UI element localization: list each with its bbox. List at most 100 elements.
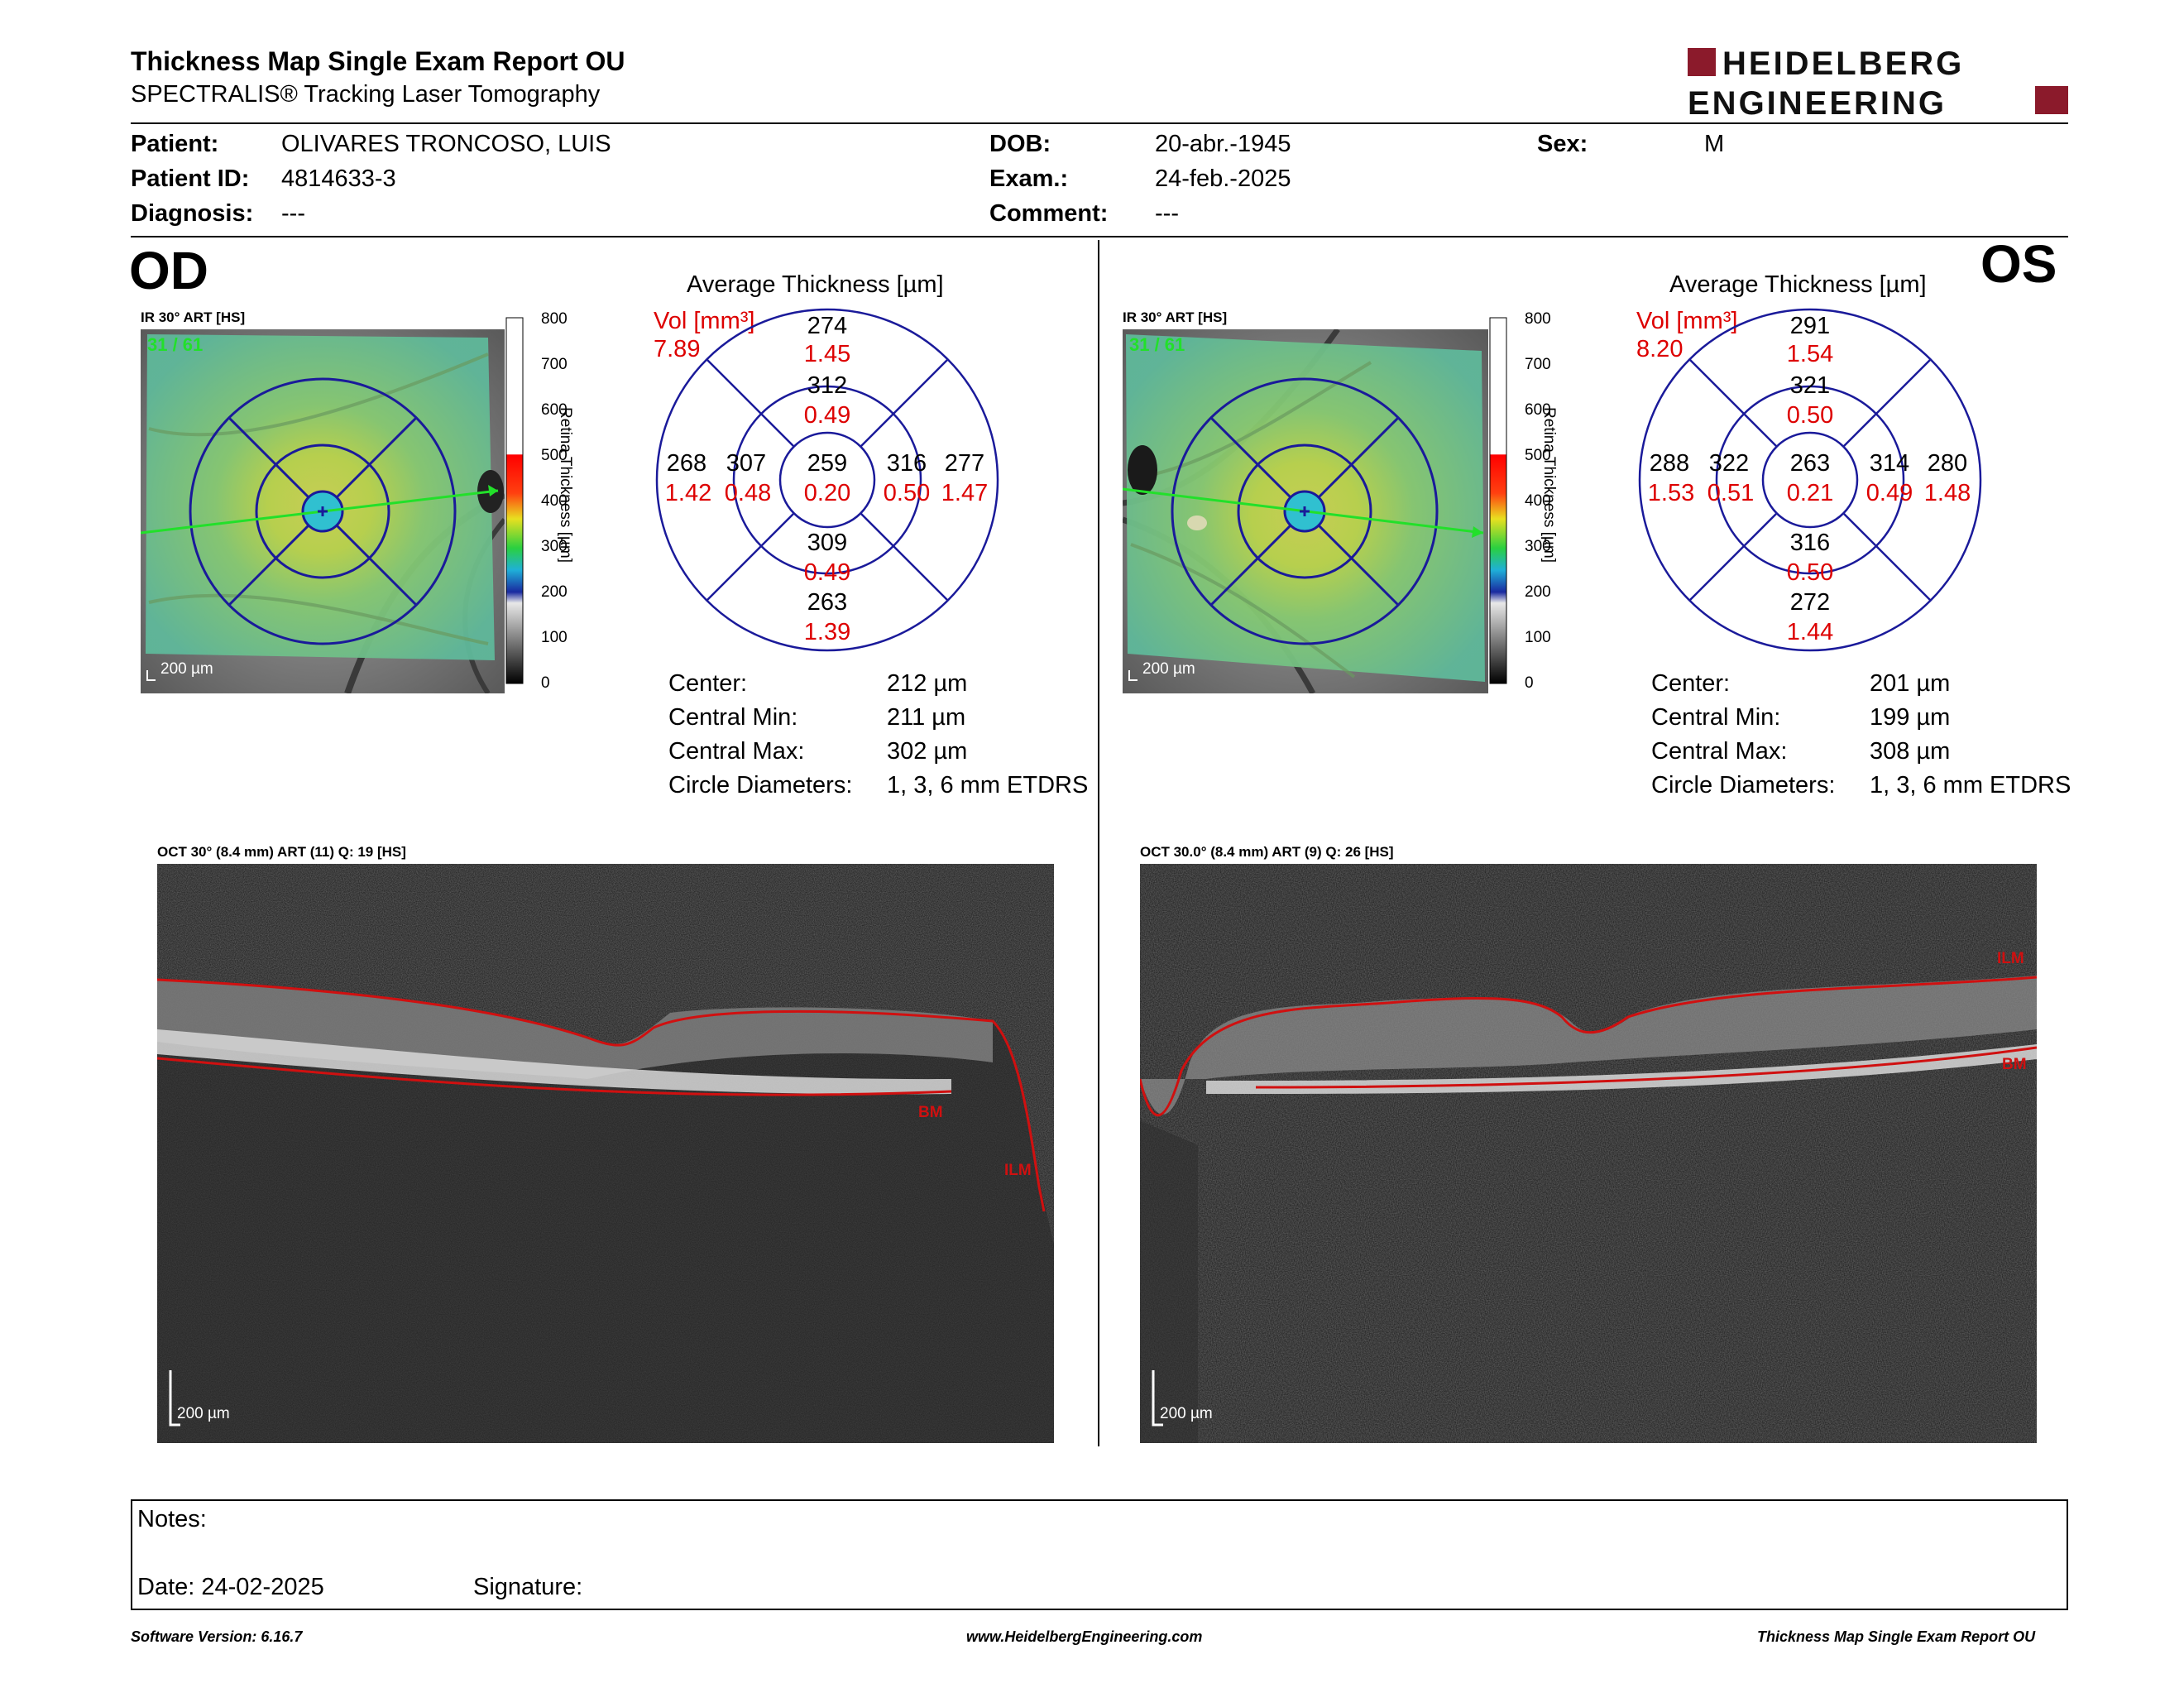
os-center-thickness: 263 (1789, 450, 1831, 477)
od-ir-caption: IR 30° ART [HS] (141, 309, 246, 325)
sex-value: M (1704, 131, 1725, 157)
od-max-value: 302 µm (887, 738, 968, 765)
os-inner-right-thickness: 314 (1869, 450, 1910, 477)
os-vol-label: Vol [mm³] (1636, 308, 1738, 334)
od-outer-right-volume: 1.47 (941, 480, 989, 506)
os-color-scale: 800 700 600 500 400 300 200 100 0 (1488, 309, 1571, 691)
od-diam-value: 1, 3, 6 mm ETDRS (887, 772, 1089, 798)
od-outer-left-volume: 1.42 (664, 480, 712, 506)
os-scale-tick-200: 200 (1525, 583, 1551, 601)
os-oct-scale: 200 µm (1160, 1405, 1213, 1422)
os-inner-bottom-volume: 0.50 (1786, 559, 1834, 586)
patient-id: 4814633-3 (281, 165, 396, 192)
od-etdrs-grid (654, 306, 1001, 654)
date-label: Date: 24-02-2025 (137, 1574, 324, 1600)
od-scale-tick-800: 800 (541, 310, 568, 328)
os-eye-label: OS (1980, 234, 2057, 294)
patient-label: Patient: (131, 131, 219, 157)
os-center-label: Center: (1651, 670, 1731, 697)
website-link[interactable]: www.HeidelbergEngineering.com (966, 1628, 1203, 1645)
center-divider (1098, 240, 1099, 1446)
od-thickness-map: 31 / 61 200 µm (140, 329, 507, 695)
os-vol-total: 8.20 (1636, 336, 1684, 362)
od-ilm-label: ILM (1004, 1162, 1032, 1179)
dob-label: DOB: (989, 131, 1051, 157)
patient-rule (131, 236, 2068, 237)
od-inner-right-thickness: 316 (886, 450, 927, 477)
od-inner-left-thickness: 307 (726, 450, 767, 477)
os-outer-bottom-volume: 1.44 (1786, 619, 1834, 645)
od-min-label: Central Min: (668, 704, 798, 731)
os-max-value: 308 µm (1870, 738, 1951, 765)
od-inner-top-thickness: 312 (807, 372, 848, 399)
os-inner-right-volume: 0.49 (1866, 480, 1913, 506)
os-oct-caption: OCT 30.0° (8.4 mm) ART (9) Q: 26 [HS] (1140, 844, 1394, 860)
os-scale-tick-400: 400 (1525, 492, 1551, 510)
logo-text-2: ENGINEERING (1688, 85, 1947, 119)
os-diam-value: 1, 3, 6 mm ETDRS (1870, 772, 2071, 798)
os-inner-bottom-thickness: 316 (1789, 530, 1831, 556)
od-oct-caption: OCT 30° (8.4 mm) ART (11) Q: 19 [HS] (157, 844, 406, 860)
od-outer-left-thickness: 268 (666, 450, 707, 477)
os-outer-right-volume: 1.48 (1923, 480, 1971, 506)
patient-name: OLIVARES TRONCOSO, LUIS (281, 131, 611, 157)
os-scale-tick-500: 500 (1525, 447, 1551, 464)
os-max-label: Central Max: (1651, 738, 1788, 765)
os-ir-caption: IR 30° ART [HS] (1123, 309, 1228, 325)
diagnosis-label: Diagnosis: (131, 200, 254, 227)
os-ilm-label: ILM (1997, 950, 2024, 967)
os-min-label: Central Min: (1651, 704, 1781, 731)
od-oct-scale: 200 µm (177, 1405, 230, 1422)
os-scale-tick-300: 300 (1525, 538, 1551, 555)
od-outer-top-thickness: 274 (807, 313, 848, 339)
logo-text-1: HEIDELBERG (1722, 46, 1964, 82)
patient-id-label: Patient ID: (131, 165, 250, 192)
os-scale-title: Retina Thickness [µm] (1540, 407, 1558, 563)
os-outer-bottom-thickness: 272 (1789, 589, 1831, 616)
od-outer-top-volume: 1.45 (803, 341, 851, 367)
od-vol-label: Vol [mm³] (654, 308, 755, 334)
comment-label: Comment: (989, 200, 1109, 227)
od-bm-label: BM (918, 1104, 943, 1121)
od-scale-tick-700: 700 (541, 356, 568, 373)
od-inner-left-volume: 0.48 (724, 480, 772, 506)
od-inner-bottom-volume: 0.49 (803, 559, 851, 586)
dob-value: 20-abr.-1945 (1155, 131, 1291, 157)
os-oct-scan: ILM BM 200 µm (1138, 864, 2038, 1443)
diagnosis-value: --- (281, 200, 305, 227)
od-outer-right-thickness: 277 (944, 450, 985, 477)
od-scale-tick-600: 600 (541, 401, 568, 419)
os-avg-title: Average Thickness [µm] (1669, 271, 1927, 298)
os-outer-left-thickness: 288 (1649, 450, 1690, 477)
os-outer-top-thickness: 291 (1789, 313, 1831, 339)
od-scale-tick-200: 200 (541, 583, 568, 601)
od-min-value: 211 µm (887, 704, 966, 731)
os-outer-top-volume: 1.54 (1786, 341, 1834, 367)
heidelberg-logo: HEIDELBERG ENGINEERING (1688, 45, 2068, 122)
od-scale-tick-300: 300 (541, 538, 568, 555)
os-min-value: 199 µm (1870, 704, 1951, 731)
footer-report-name: Thickness Map Single Exam Report OU (1757, 1628, 2036, 1645)
header-rule (131, 122, 2068, 124)
signature-label: Signature: (473, 1574, 583, 1600)
od-diam-label: Circle Diameters: (668, 772, 853, 798)
od-inner-right-volume: 0.50 (883, 480, 931, 506)
os-scale-tick-600: 600 (1525, 401, 1551, 419)
od-scale-tick-100: 100 (541, 629, 568, 646)
od-vol-total: 7.89 (654, 336, 701, 362)
od-center-label: Center: (668, 670, 748, 697)
report-title: Thickness Map Single Exam Report OU (131, 46, 625, 76)
notes-label: Notes: (137, 1506, 207, 1532)
od-center-value: 212 µm (887, 670, 968, 697)
comment-value: --- (1155, 200, 1179, 227)
os-diam-label: Circle Diameters: (1651, 772, 1836, 798)
os-inner-top-volume: 0.50 (1786, 402, 1834, 429)
os-inner-left-volume: 0.51 (1707, 480, 1755, 506)
od-outer-bottom-thickness: 263 (807, 589, 848, 616)
os-frame-counter: 31 / 61 (1129, 334, 1185, 355)
od-eye-label: OD (129, 241, 208, 300)
od-color-scale: 800 700 600 500 400 300 200 100 0 (505, 309, 587, 691)
os-scale-tick-100: 100 (1525, 629, 1551, 646)
exam-value: 24-feb.-2025 (1155, 165, 1291, 192)
od-center-thickness: 259 (807, 450, 848, 477)
